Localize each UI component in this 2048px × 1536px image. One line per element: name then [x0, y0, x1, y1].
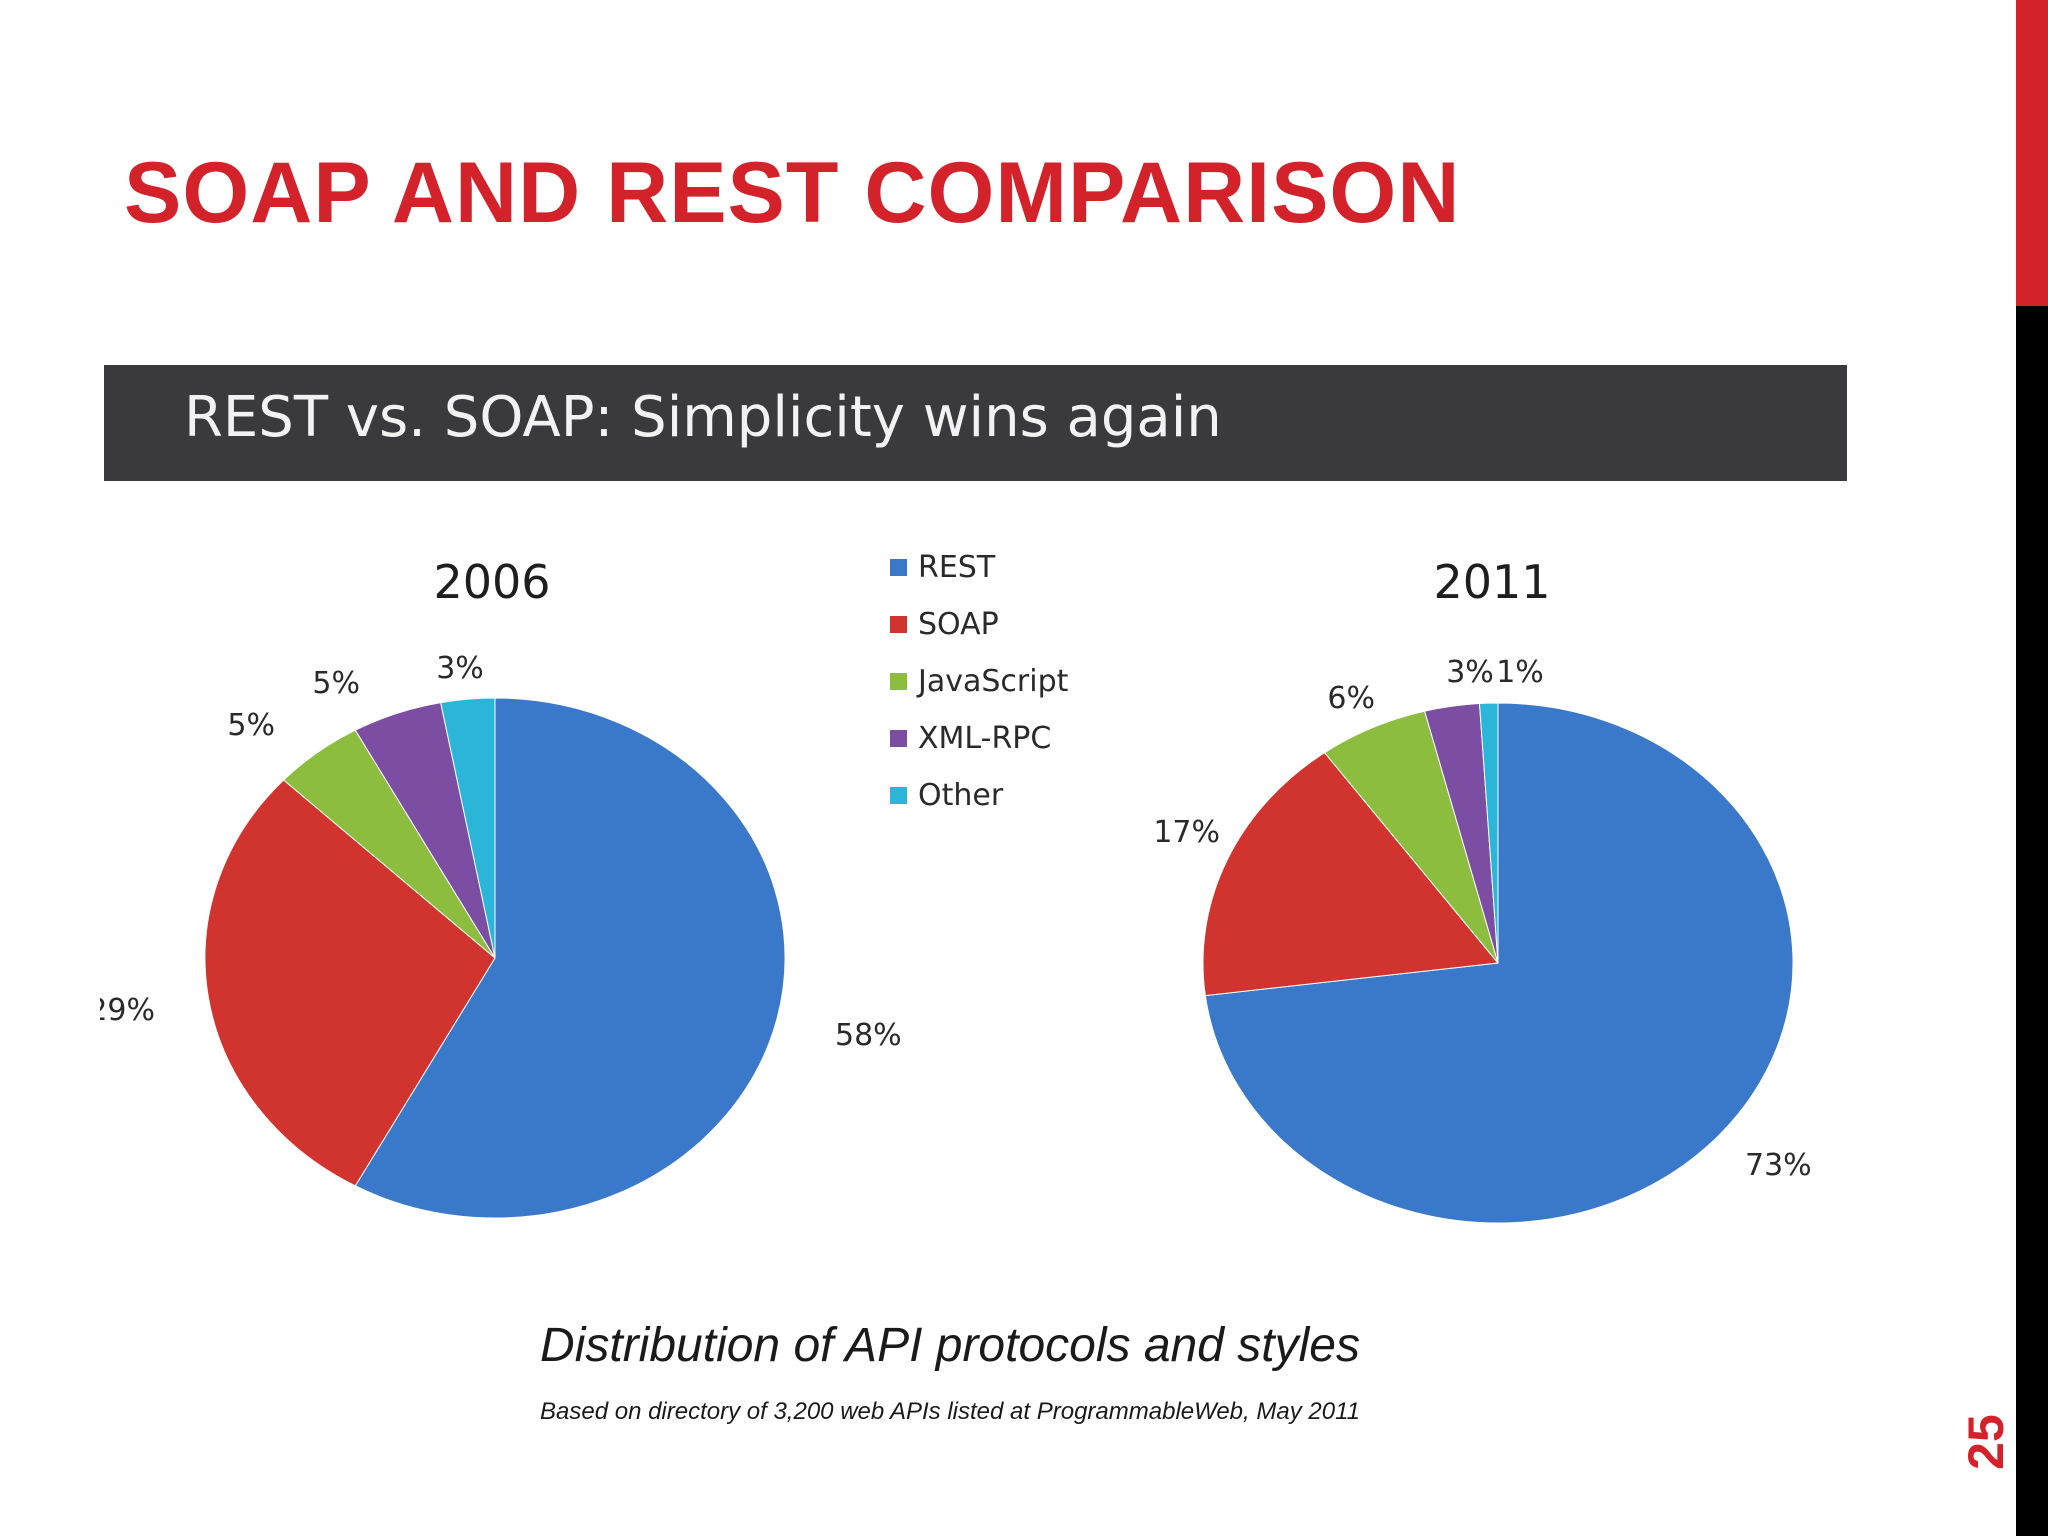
- pie-slice-2006-rest: [354, 697, 786, 1219]
- legend-label-soap: SOAP: [918, 607, 999, 642]
- legend-label-xml-rpc: XML-RPC: [918, 721, 1051, 756]
- data-label-2011-other: 1%: [1496, 655, 1544, 690]
- legend-label-other: Other: [918, 778, 1004, 813]
- data-label-2006-xml-rpc: 5%: [312, 666, 360, 701]
- chart-figure: REST vs. SOAP: Simplicity wins again 200…: [100, 360, 1850, 1480]
- legend-swatch-soap: [890, 616, 907, 633]
- figure-banner: REST vs. SOAP: Simplicity wins again: [104, 365, 1847, 481]
- side-accent-bar-red: [2016, 0, 2048, 306]
- pie-title-2006: 2006: [433, 555, 550, 609]
- data-label-2011-xml-rpc: 3%: [1446, 655, 1494, 690]
- pie-chart-2006: 2006 58% 29% 5% 5% 3%: [100, 555, 902, 1219]
- pie-slice-2011-rest: [1204, 702, 1794, 1224]
- pie-chart-2011: 2011 73% 17% 6% 3% 1%: [1153, 555, 1812, 1224]
- data-label-2011-javascript: 6%: [1327, 681, 1375, 716]
- legend-swatch-other: [890, 787, 907, 804]
- pie-slice-2011-other: [1478, 702, 1499, 964]
- pie-slice-2006-other: [440, 697, 496, 959]
- slide-title: SOAP AND REST COMPARISON: [124, 145, 1461, 241]
- legend-label-javascript: JavaScript: [916, 664, 1069, 699]
- legend-swatch-xml-rpc: [890, 730, 907, 747]
- pie-slice-2011-soap: [1202, 751, 1499, 997]
- data-label-2011-soap: 17%: [1153, 815, 1220, 850]
- side-accent-bar-black: [2016, 306, 2048, 1536]
- page-number: 25: [1958, 1414, 2014, 1470]
- chart-legend: REST SOAP JavaScript XML-RPC Other: [890, 550, 1069, 813]
- legend-swatch-rest: [890, 559, 907, 576]
- data-label-2006-javascript: 5%: [227, 708, 275, 743]
- legend-label-rest: REST: [918, 550, 996, 585]
- pie-slice-2006-soap: [204, 779, 496, 1187]
- data-label-2006-soap: 29%: [100, 993, 155, 1028]
- figure-banner-text: REST vs. SOAP: Simplicity wins again: [184, 385, 1222, 450]
- data-label-2006-rest: 58%: [835, 1018, 902, 1053]
- pie-title-2011: 2011: [1433, 555, 1550, 609]
- data-label-2006-other: 3%: [436, 651, 484, 686]
- figure-source-note: Based on directory of 3,200 web APIs lis…: [540, 1398, 1360, 1425]
- figure-caption: Distribution of API protocols and styles: [540, 1319, 1360, 1372]
- legend-swatch-javascript: [890, 673, 907, 690]
- data-label-2011-rest: 73%: [1745, 1148, 1812, 1183]
